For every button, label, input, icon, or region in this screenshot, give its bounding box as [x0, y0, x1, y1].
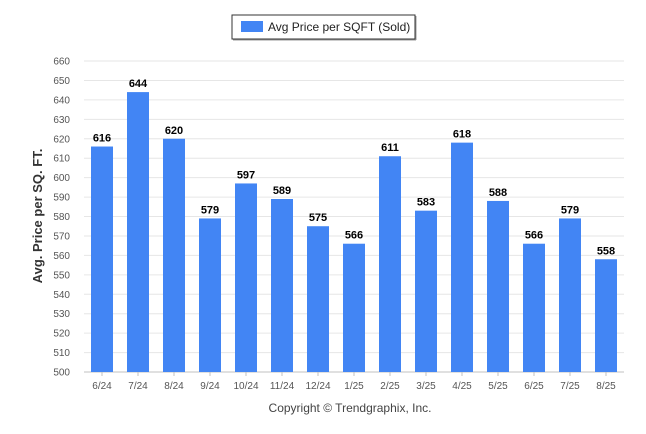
y-axis-ticks: 500 510 520 530 540 550 560 570 580 590 600 610 620 6… [53, 57, 70, 379]
data-label: 566 [345, 230, 363, 242]
y-tick-label: 640 [53, 95, 70, 106]
y-tick-label: 500 [53, 368, 70, 379]
x-tick-label: 9/24 [200, 381, 220, 392]
x-tick-label: 7/25 [560, 381, 580, 392]
bars [91, 92, 617, 372]
y-tick-label: 610 [53, 154, 70, 165]
data-label: 616 [93, 133, 111, 145]
data-label: 575 [309, 212, 327, 224]
x-tick-label: 2/25 [380, 381, 400, 392]
data-label: 597 [237, 169, 255, 181]
x-tick-label: 3/25 [416, 381, 436, 392]
data-label: 583 [417, 197, 435, 209]
x-axis-ticks: 6/24 7/24 8/24 9/24 10/24 11/24 12/24 1/25 2/25 3… [92, 372, 616, 392]
bar [235, 183, 257, 372]
x-tick-label: 8/24 [164, 381, 184, 392]
y-tick-label: 520 [53, 329, 70, 340]
bar [91, 146, 113, 372]
x-tick-label: 1/25 [344, 381, 364, 392]
legend: Avg Price per SQFT (Sold) [231, 14, 417, 41]
bar [523, 243, 545, 372]
x-tick-label: 11/24 [270, 381, 295, 392]
bar [307, 226, 329, 372]
x-tick-label: 12/24 [305, 381, 330, 392]
y-tick-label: 620 [53, 134, 70, 145]
data-label: 589 [273, 185, 291, 197]
y-tick-label: 630 [53, 115, 70, 126]
y-tick-label: 530 [53, 309, 70, 320]
y-axis-label: Avg. Price per SQ. FT. [30, 149, 45, 284]
y-tick-label: 580 [53, 212, 70, 223]
data-label: 611 [381, 142, 399, 154]
bar [343, 243, 365, 372]
bar [199, 218, 221, 372]
bar [559, 218, 581, 372]
y-tick-label: 600 [53, 173, 70, 184]
data-label: 566 [525, 230, 543, 242]
bar [415, 210, 437, 372]
y-tick-label: 540 [53, 290, 70, 301]
x-tick-label: 6/25 [524, 381, 544, 392]
y-tick-label: 560 [53, 251, 70, 262]
data-label: 558 [597, 245, 615, 257]
copyright-footer: Copyright © Trendgraphix, Inc. [269, 401, 432, 415]
y-tick-label: 650 [53, 76, 70, 87]
y-tick-label: 570 [53, 231, 70, 242]
data-label: 588 [489, 187, 507, 199]
data-labels: 616 644 620 579 597 589 575 566 611 583 618 588 566 5… [93, 78, 615, 257]
bar [379, 156, 401, 372]
bar [163, 138, 185, 372]
x-tick-label: 5/25 [488, 381, 508, 392]
x-tick-label: 8/25 [596, 381, 616, 392]
bar [451, 142, 473, 372]
y-tick-label: 660 [53, 57, 70, 68]
data-label: 620 [165, 125, 183, 137]
x-tick-label: 4/25 [452, 381, 472, 392]
data-label: 618 [453, 129, 471, 141]
bar [487, 200, 509, 372]
y-tick-label: 510 [53, 348, 70, 359]
bar [271, 199, 293, 372]
data-label: 644 [129, 78, 148, 90]
legend-swatch [241, 21, 263, 32]
bar [127, 92, 149, 372]
bar [595, 259, 617, 372]
y-tick-label: 550 [53, 270, 70, 281]
x-tick-label: 6/24 [92, 381, 112, 392]
data-label: 579 [561, 204, 579, 216]
legend-label: Avg Price per SQFT (Sold) [268, 20, 410, 34]
y-tick-label: 590 [53, 193, 70, 204]
data-label: 579 [201, 204, 219, 216]
x-tick-label: 10/24 [233, 381, 258, 392]
x-tick-label: 7/24 [128, 381, 148, 392]
